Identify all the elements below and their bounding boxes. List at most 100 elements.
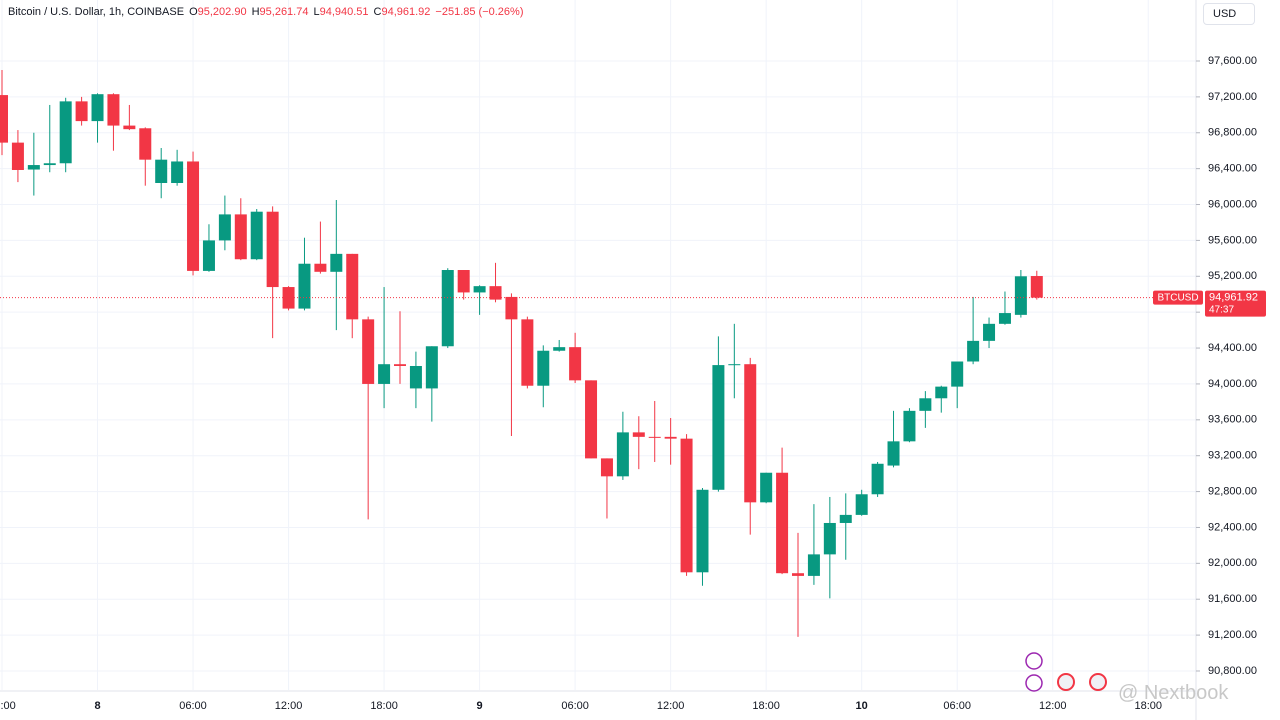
candle-body [935,386,948,399]
candle-body [362,319,375,384]
candle-body [202,240,215,271]
countdown: 47:37 [1209,304,1234,315]
candle-body [855,494,868,515]
candle-body [553,347,566,351]
candle-body [696,489,709,573]
candle-body [234,214,247,260]
candle-body [123,125,136,130]
candle-body [712,365,725,490]
event-icon[interactable] [1089,673,1107,691]
candle-body [521,319,534,386]
candle-body [951,361,964,387]
candle-body [998,313,1011,324]
x-tick-label: 9 [477,700,483,712]
candle-body [441,270,454,347]
candle-body [139,128,152,160]
candle-body [537,350,550,386]
x-tick-label: 12:00 [1039,700,1067,712]
ohlc-value: 94,961.92 [381,6,431,18]
candle-body [983,323,996,341]
event-icon[interactable] [1025,652,1043,670]
y-tick-label: 91,200.00 [1208,629,1257,641]
candle-body [409,365,422,389]
x-tick-label: 06:00 [561,700,589,712]
y-tick-label: 93,600.00 [1208,414,1257,426]
y-tick-label: 96,800.00 [1208,127,1257,139]
y-tick-label: 95,200.00 [1208,270,1257,282]
grid [0,0,1196,690]
y-tick-label: 92,400.00 [1208,521,1257,533]
y-tick-label: 95,600.00 [1208,234,1257,246]
ohlc-label: C [373,6,382,18]
ohlc-value: 95,202.90 [197,6,247,18]
candle-body [903,410,916,442]
last-price-label: 94,961.92 [1209,292,1258,304]
candle-body [967,340,980,362]
event-icon[interactable] [1057,673,1075,691]
x-tick-label: 18:00 [1134,700,1162,712]
candle-body [728,364,741,366]
candle-body [632,432,645,437]
candle-body [314,263,327,272]
event-icon[interactable] [1025,674,1043,692]
axes: 90,800.00 91,200.00 91,600.00 92,000.00 92,4… [0,55,1266,712]
y-tick-label: 93,200.00 [1208,450,1257,462]
x-tick-label: 12:00 [657,700,685,712]
candle-body [1030,276,1043,298]
symbol-tag-label: BTCUSD [1157,292,1198,303]
x-tick-label: 10 [856,700,868,712]
candle-body [250,211,263,260]
symbol-title: Bitcoin / U.S. Dollar, 1h, COINBASE [8,6,185,18]
candle-body [680,438,693,573]
currency-button[interactable]: USD [1203,3,1255,25]
candle-body [648,436,661,438]
watermark: @ Nextbook [1118,682,1229,704]
ohlc-label: O [189,6,198,18]
candle-body [616,432,629,477]
y-tick-label: 96,400.00 [1208,163,1257,175]
candle-body [43,163,56,166]
candle-body [664,436,677,439]
candle-body [91,94,104,122]
candle-body [394,364,406,366]
candle-body [489,286,502,300]
y-tick-label: 96,000.00 [1208,198,1257,210]
candle-body [457,270,470,293]
y-tick-label: 94,000.00 [1208,378,1257,390]
ohlc-label: L [313,6,320,18]
candle-body [569,347,582,381]
candle-body [75,101,88,122]
plot [0,69,1196,637]
y-tick-label: 94,400.00 [1208,342,1257,354]
candle-body [744,364,757,503]
change: −251.85 (−0.26%) [435,6,524,18]
ohlc-value: 94,940.51 [319,6,369,18]
last-price-tag [1205,290,1266,317]
candle-body [505,296,518,320]
candle-body [59,101,72,164]
candle-body [823,522,836,555]
y-tick-label: 90,800.00 [1208,665,1257,677]
symbol-tag [1153,290,1203,305]
candle-body [1014,276,1027,315]
candle-body [585,380,598,459]
candle-body [218,214,231,241]
x-tick-label: 18:00 [370,700,398,712]
y-tick-label: 97,600.00 [1208,55,1257,67]
candle-body [425,346,438,389]
candle-body [0,95,8,143]
candle-body [107,94,120,126]
candle-body [330,253,343,272]
x-tick-label: 18:00 [0,700,16,712]
candle-body [760,472,773,503]
x-tick-label: 06:00 [943,700,971,712]
y-tick-label: 91,600.00 [1208,593,1257,605]
legend-header: Bitcoin / U.S. Dollar, 1h, COINBASE O95,2… [8,6,524,18]
event-icons [1025,652,1107,692]
y-tick-label: 97,200.00 [1208,91,1257,103]
x-tick-label: 12:00 [275,700,303,712]
y-tick-label: 92,800.00 [1208,485,1257,497]
candle-body [27,165,40,170]
